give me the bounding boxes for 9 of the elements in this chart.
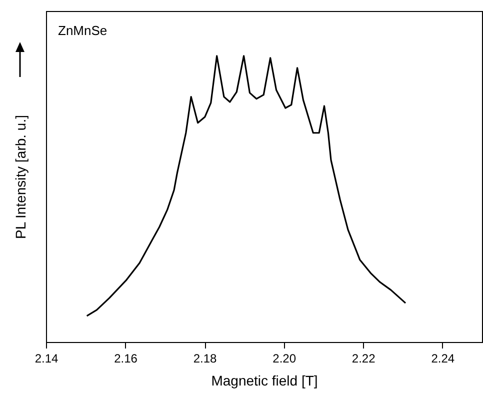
x-tick-label: 2.14 [34,352,58,366]
x-tick-label: 2.16 [114,352,138,366]
x-tick-label: 2.18 [193,352,218,366]
x-tick-label: 2.20 [272,352,296,366]
x-tick-label: 2.24 [431,352,455,366]
text: ZnMnSe [58,23,108,38]
y-axis-title: PL Intensity [arb. u.] [12,115,28,239]
x-tick-label: 2.22 [352,352,376,366]
x-axis-title: Magnetic field [T] [211,372,318,388]
